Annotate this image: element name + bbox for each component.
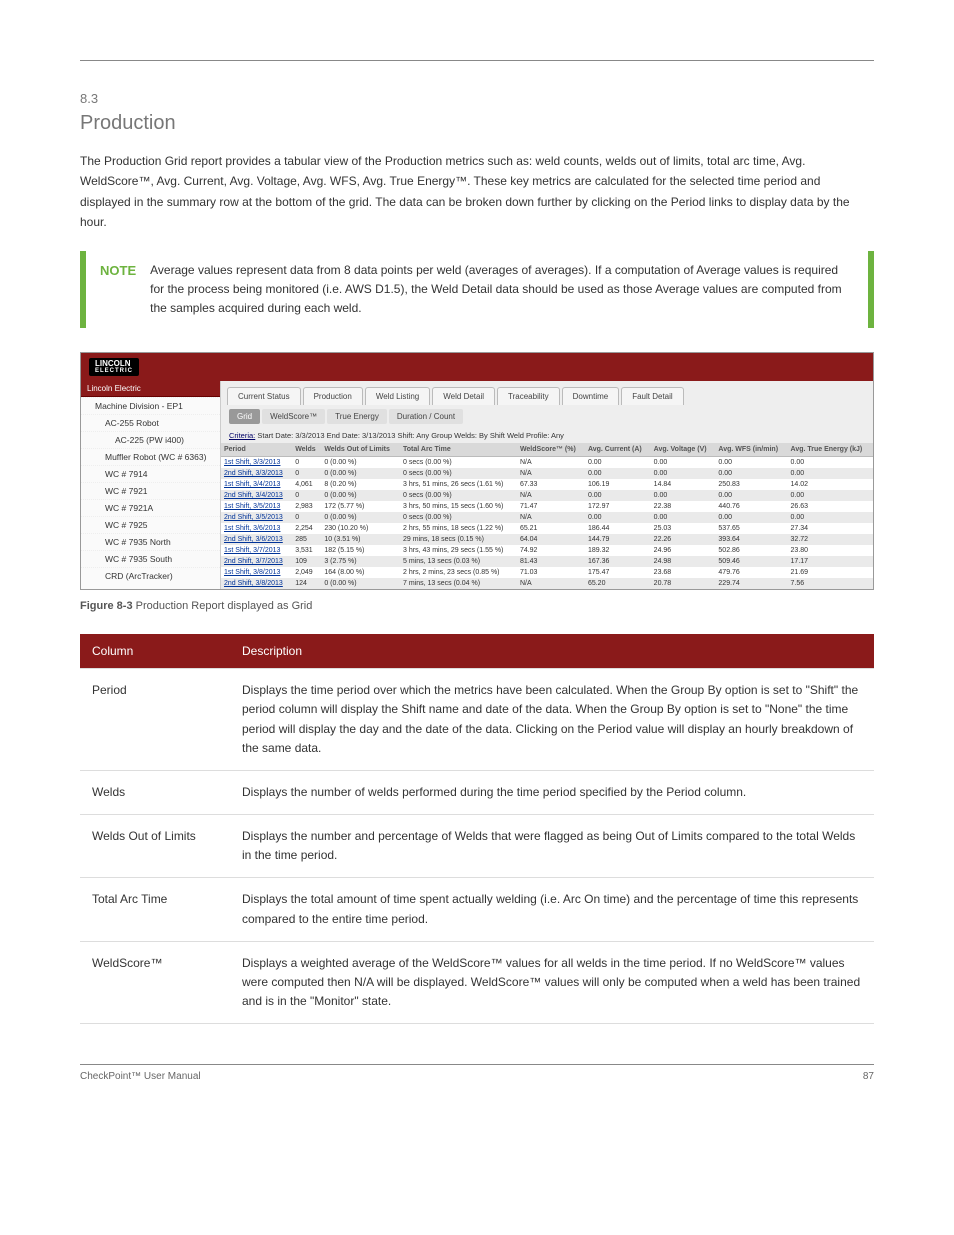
tree-item[interactable]: CRD (ArcTracker): [81, 567, 220, 584]
tree-item[interactable]: Muffler Robot (WC # 6363): [81, 448, 220, 465]
tree-item[interactable]: WC # 7935 South: [81, 550, 220, 567]
logo: LINCOLN ELECTRIC: [89, 358, 139, 376]
tree-item[interactable]: AC-225 (PW i400): [81, 431, 220, 448]
tab-production[interactable]: Production: [303, 387, 363, 405]
subtab-true-energy[interactable]: True Energy: [327, 409, 387, 424]
callout-text: Average values represent data from 8 dat…: [150, 261, 854, 319]
report-screenshot: LINCOLN ELECTRIC Lincoln Electric Machin…: [80, 352, 874, 590]
figure-caption: Figure 8-3 Production Report displayed a…: [80, 600, 874, 612]
note-callout: NOTE Average values represent data from …: [80, 251, 874, 329]
tab-weld-detail[interactable]: Weld Detail: [432, 387, 495, 405]
tab-traceability[interactable]: Traceability: [497, 387, 560, 405]
footer-title: CheckPoint™ User Manual: [80, 1071, 201, 1082]
callout-label: NOTE: [100, 261, 136, 278]
tree-item[interactable]: Machine Division - EP1: [81, 397, 220, 414]
tree-item[interactable]: WC # 7935 North: [81, 533, 220, 550]
desc-col-header: Column: [80, 634, 230, 669]
production-grid[interactable]: PeriodWeldsWelds Out of LimitsTotal Arc …: [221, 443, 873, 589]
tab-weld-listing[interactable]: Weld Listing: [365, 387, 430, 405]
desc-col-header: Description: [230, 634, 874, 669]
subtab-weldscore[interactable]: WeldScore™: [262, 409, 325, 424]
tree-item[interactable]: WC # 7921A: [81, 499, 220, 516]
tab-current-status[interactable]: Current Status: [227, 387, 301, 405]
tree-item[interactable]: WC # 7914: [81, 465, 220, 482]
subtab-grid[interactable]: Grid: [229, 409, 260, 424]
criteria-bar[interactable]: Criteria: Start Date: 3/3/2013 End Date:…: [221, 428, 873, 443]
tree-item[interactable]: WC # 7921: [81, 482, 220, 499]
tree-item[interactable]: WC # 7925: [81, 516, 220, 533]
nav-tree[interactable]: Lincoln Electric Machine Division - EP1 …: [81, 381, 221, 589]
column-description-table: Column Description PeriodDisplays the ti…: [80, 634, 874, 1024]
tab-fault-detail[interactable]: Fault Detail: [621, 387, 683, 405]
subtab-duration[interactable]: Duration / Count: [389, 409, 463, 424]
section-number: 8.3: [80, 91, 874, 106]
page-number: 87: [863, 1071, 874, 1082]
intro-paragraph: The Production Grid report provides a ta…: [80, 151, 874, 233]
section-title: Production: [80, 112, 874, 135]
tree-item[interactable]: AC-255 Robot: [81, 414, 220, 431]
tab-downtime[interactable]: Downtime: [562, 387, 620, 405]
tree-root[interactable]: Lincoln Electric: [81, 381, 220, 397]
